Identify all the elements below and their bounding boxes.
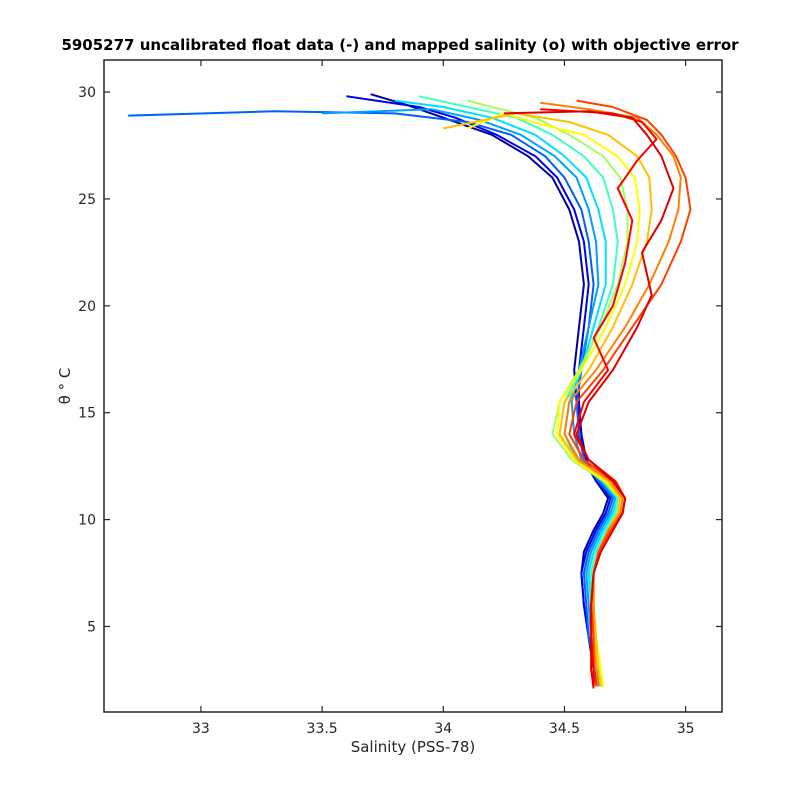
profile-line-7 — [467, 99, 629, 687]
x-axis-label: Salinity (PSS-78) — [351, 738, 476, 756]
profile-line-9 — [443, 112, 653, 687]
y-tick-label: 30 — [78, 85, 96, 101]
x-tick-label: 34.5 — [549, 721, 580, 737]
axes-frame — [103, 59, 723, 713]
profile-line-8 — [467, 112, 641, 687]
x-tick-label: 34 — [434, 721, 452, 737]
profile-line-10 — [540, 101, 682, 687]
chart-title: 5905277 uncalibrated float data (-) and … — [61, 36, 739, 54]
profile-line-3 — [128, 110, 614, 687]
profile-line-13 — [503, 110, 675, 689]
x-tick-label: 33.5 — [307, 721, 338, 737]
profile-line-2 — [346, 95, 612, 685]
profile-line-12 — [540, 108, 658, 687]
y-axis-label: θ ° C — [56, 368, 74, 405]
plot-area — [128, 93, 692, 689]
x-tick-label: 35 — [677, 721, 695, 737]
y-axis: 5 10 15 20 25 30 — [78, 85, 722, 635]
x-axis: 33 33.5 34 34.5 35 — [192, 60, 695, 737]
y-tick-label: 10 — [78, 513, 96, 529]
y-tick-label: 15 — [78, 406, 96, 422]
x-tick-label: 33 — [192, 721, 210, 737]
y-tick-label: 5 — [87, 619, 96, 635]
y-tick-label: 25 — [78, 192, 96, 208]
y-tick-label: 20 — [78, 299, 96, 315]
